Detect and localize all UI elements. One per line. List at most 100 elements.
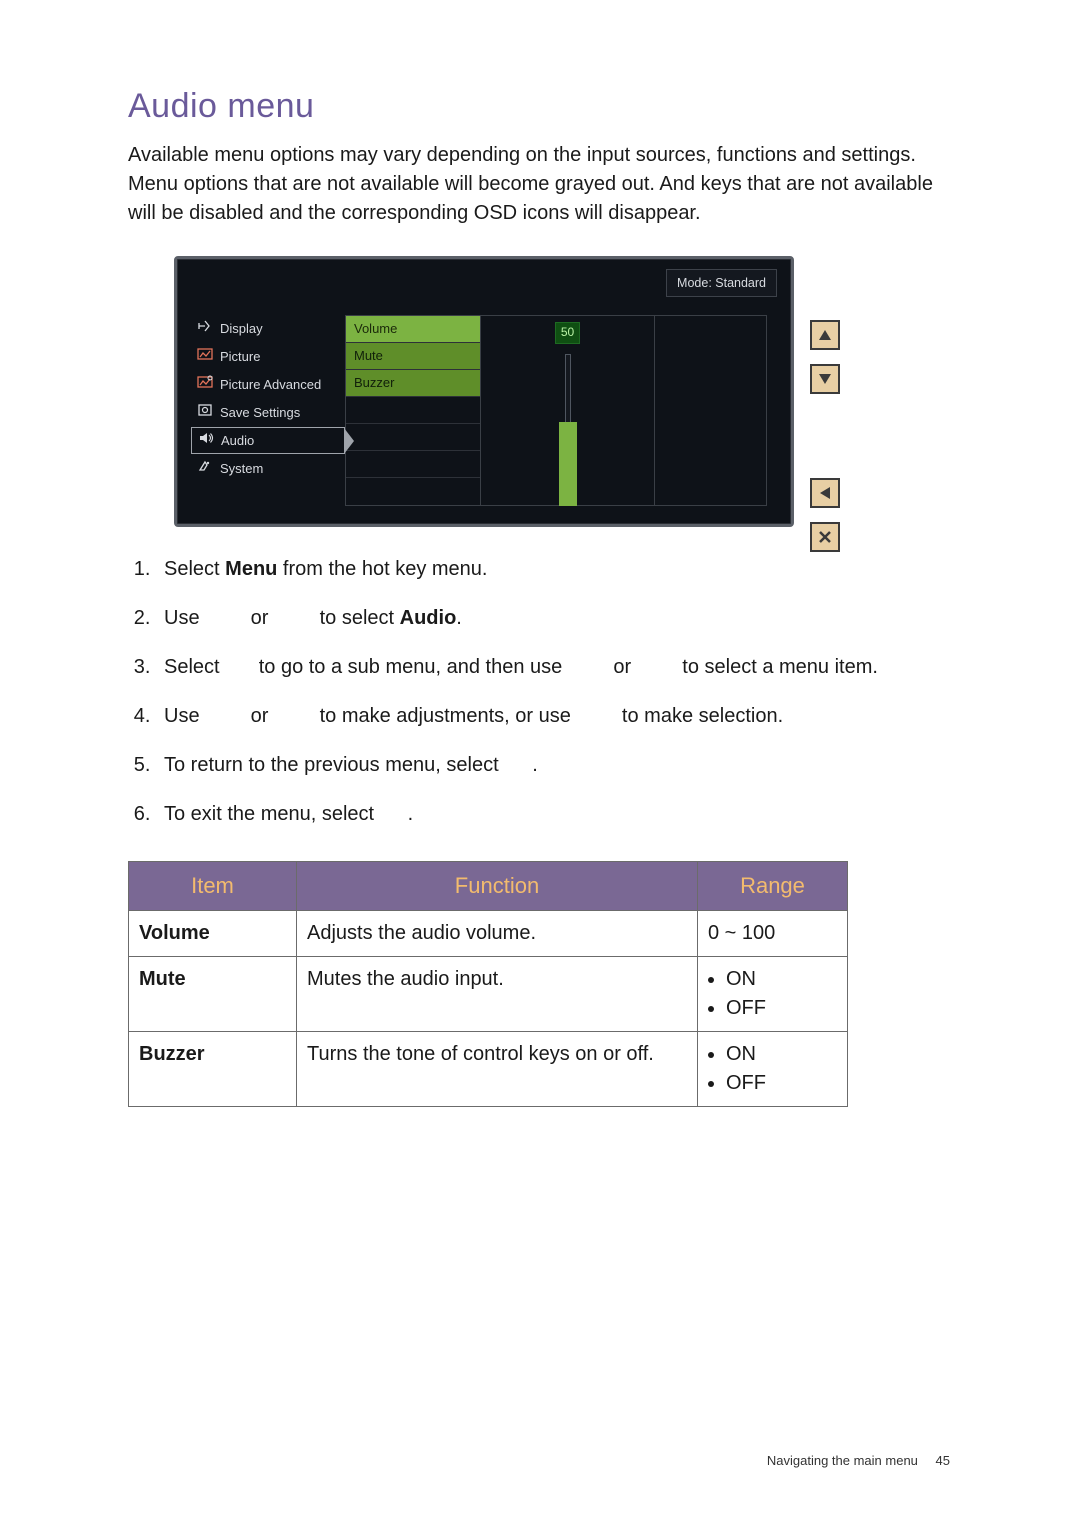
- cell-range: 0 ~ 100: [698, 911, 848, 957]
- hw-down-button[interactable]: [810, 364, 840, 394]
- range-text: 0 ~ 100: [708, 922, 775, 944]
- th-range: Range: [698, 862, 848, 911]
- osd-slider-thumb[interactable]: [559, 422, 577, 506]
- step-text: Select: [164, 656, 225, 678]
- cell-function: Turns the tone of control keys on or off…: [297, 1032, 698, 1107]
- cell-item: Mute: [129, 957, 297, 1032]
- cell-range: ONOFF: [698, 1032, 848, 1107]
- step-keyword: Audio: [400, 607, 457, 629]
- osd-submenu-item[interactable]: Mute: [346, 343, 480, 370]
- osd-blank-column: [655, 315, 767, 506]
- osd-wrapper: Mode: Standard Display Picture Picture Adv…: [174, 256, 952, 527]
- osd-tab-label: System: [220, 460, 263, 479]
- step-text: To return to the previous menu, select: [164, 754, 504, 776]
- cell-function: Mutes the audio input.: [297, 957, 698, 1032]
- osd-slider[interactable]: [559, 354, 577, 506]
- step-4: Use or to make adjustments, or use to ma…: [156, 702, 952, 731]
- range-option: ON: [726, 965, 837, 994]
- step-text: Use: [164, 705, 205, 727]
- system-icon: [197, 459, 213, 479]
- step-text: .: [456, 607, 462, 629]
- step-text: to go to a sub menu, and then use: [253, 656, 568, 678]
- osd-tab-save-settings[interactable]: Save Settings: [191, 399, 345, 426]
- osd-submenu-item[interactable]: Volume: [346, 316, 480, 343]
- osd-tab-label: Display: [220, 320, 263, 339]
- osd-value-cell: 50: [481, 316, 654, 343]
- osd-tab-system[interactable]: System: [191, 455, 345, 482]
- step-6: To exit the menu, select .: [156, 800, 952, 829]
- display-icon: [197, 319, 213, 339]
- footer-page-number: 45: [936, 1453, 950, 1468]
- step-text: to select: [314, 607, 400, 629]
- osd-body: Display Picture Picture Advanced Save Setti…: [191, 315, 777, 506]
- triangle-left-icon: [819, 486, 831, 500]
- page: Audio menu Available menu options may va…: [0, 0, 1080, 1527]
- picture-adv-icon: [197, 375, 213, 395]
- footer-section: Navigating the main menu: [767, 1453, 918, 1468]
- osd-sidebar: Display Picture Picture Advanced Save Setti…: [191, 315, 345, 506]
- osd-tab-picture-advanced[interactable]: Picture Advanced: [191, 371, 345, 398]
- osd-tab-picture[interactable]: Picture: [191, 343, 345, 370]
- osd-value-column: 50: [481, 315, 655, 506]
- osd-tab-display[interactable]: Display: [191, 315, 345, 342]
- spec-table-body: VolumeAdjusts the audio volume. 0 ~ 100 Mu…: [129, 911, 848, 1107]
- triangle-down-icon: [818, 373, 832, 385]
- cell-range: ONOFF: [698, 957, 848, 1032]
- step-text: .: [532, 754, 538, 776]
- step-text: to make selection.: [616, 705, 783, 727]
- page-footer: Navigating the main menu 45: [767, 1452, 950, 1471]
- step-text: To exit the menu, select: [164, 803, 380, 825]
- spec-table: Item Function Range VolumeAdjusts the au…: [128, 861, 848, 1107]
- osd-submenu-empty: [346, 397, 480, 424]
- step-text: Select: [164, 558, 225, 580]
- osd-mode-chip: Mode: Standard: [666, 269, 777, 297]
- step-text: or: [245, 705, 274, 727]
- table-row: MuteMutes the audio input.ONOFF: [129, 957, 848, 1032]
- hw-back-button[interactable]: [810, 478, 840, 508]
- step-text: from the hot key menu.: [277, 558, 487, 580]
- page-title: Audio menu: [128, 82, 952, 131]
- step-text: or: [608, 656, 637, 678]
- osd-hardware-buttons: [810, 320, 840, 552]
- step-text: .: [408, 803, 414, 825]
- spec-table-head: Item Function Range: [129, 862, 848, 911]
- th-item: Item: [129, 862, 297, 911]
- osd-submenu-empty: [346, 424, 480, 451]
- range-option: OFF: [726, 994, 837, 1023]
- osd-tab-label: Picture Advanced: [220, 376, 321, 395]
- th-function: Function: [297, 862, 698, 911]
- osd-submenu-empty: [346, 478, 480, 505]
- close-icon: [818, 530, 832, 544]
- instruction-steps: Select Menu from the hot key menu. Use o…: [156, 555, 952, 829]
- table-row: BuzzerTurns the tone of control keys on …: [129, 1032, 848, 1107]
- osd-value-readout: 50: [555, 322, 580, 343]
- osd-submenu-empty: [346, 451, 480, 478]
- step-3: Select to go to a sub menu, and then use…: [156, 653, 952, 682]
- step-text: to select a menu item.: [677, 656, 878, 678]
- step-text: Use: [164, 607, 205, 629]
- cell-item: Buzzer: [129, 1032, 297, 1107]
- osd-submenu: VolumeMuteBuzzer: [345, 315, 481, 506]
- step-keyword: Menu: [225, 558, 277, 580]
- table-row: VolumeAdjusts the audio volume. 0 ~ 100: [129, 911, 848, 957]
- osd-top-bar: Mode: Standard: [191, 269, 777, 297]
- osd-tab-audio[interactable]: Audio: [191, 427, 345, 454]
- step-text: to make adjustments, or use: [314, 705, 576, 727]
- osd-submenu-item[interactable]: Buzzer: [346, 370, 480, 397]
- osd-tab-label: Picture: [220, 348, 260, 367]
- osd-tab-label: Audio: [221, 432, 254, 451]
- hw-up-button[interactable]: [810, 320, 840, 350]
- step-text: or: [245, 607, 274, 629]
- save-icon: [197, 403, 213, 423]
- range-option: ON: [726, 1040, 837, 1069]
- cell-function: Adjusts the audio volume.: [297, 911, 698, 957]
- step-2: Use or to select Audio.: [156, 604, 952, 633]
- cell-item: Volume: [129, 911, 297, 957]
- audio-icon: [198, 431, 214, 451]
- osd-panel: Mode: Standard Display Picture Picture Adv…: [174, 256, 794, 527]
- picture-icon: [197, 347, 213, 367]
- hw-exit-button[interactable]: [810, 522, 840, 552]
- step-5: To return to the previous menu, select .: [156, 751, 952, 780]
- triangle-up-icon: [818, 329, 832, 341]
- osd-tab-label: Save Settings: [220, 404, 300, 423]
